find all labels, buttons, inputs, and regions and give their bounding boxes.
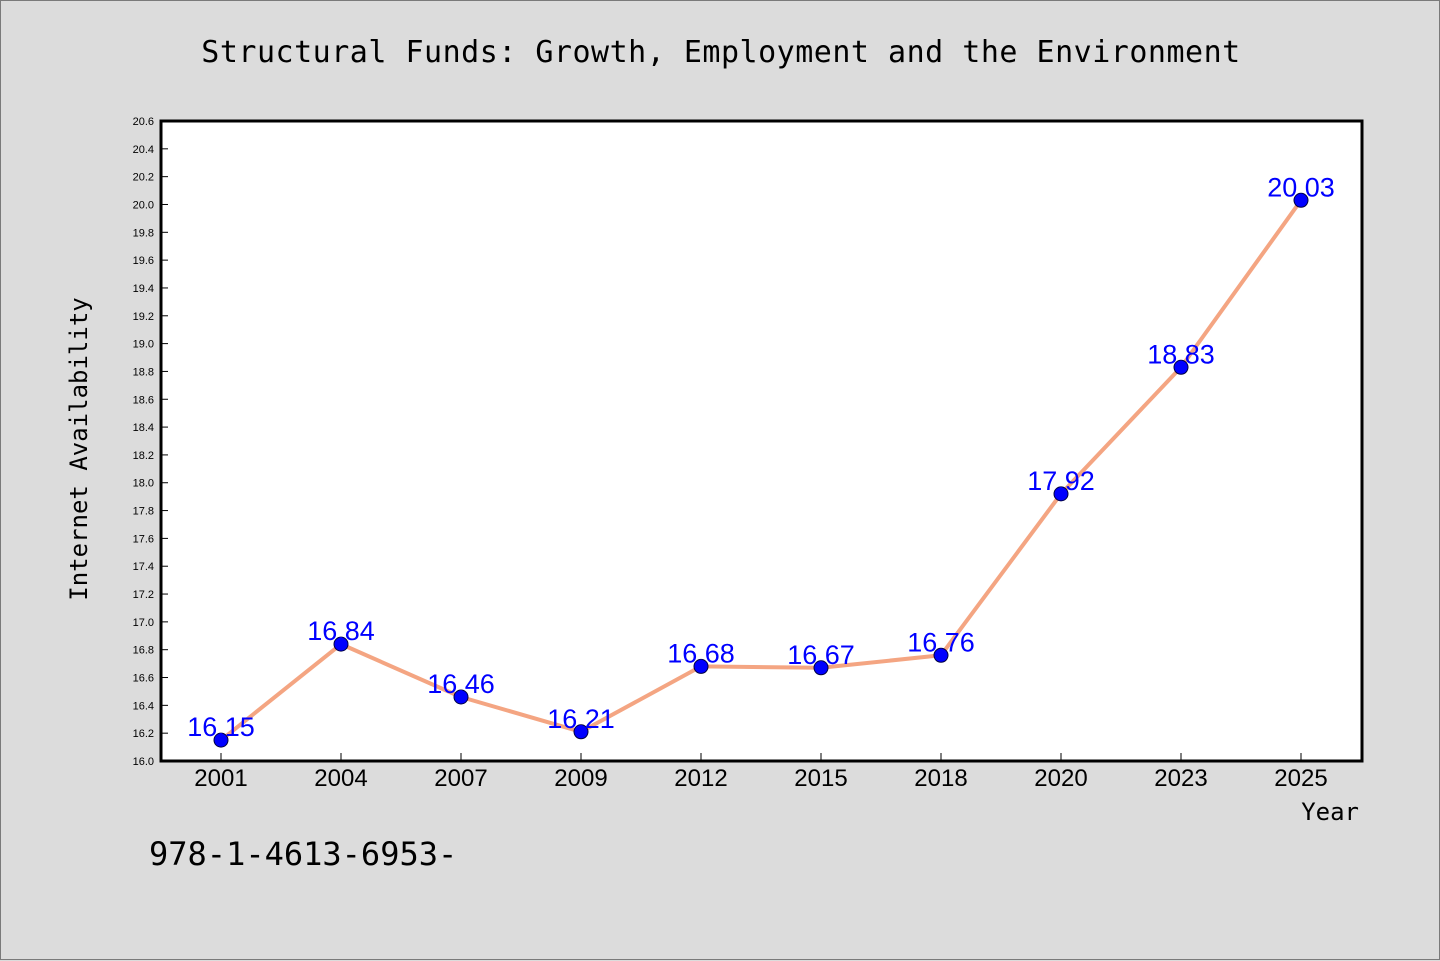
data-point (813, 660, 829, 676)
data-label: 16.46 (427, 669, 495, 699)
x-tick-label: 2009 (554, 765, 607, 792)
x-tick-label: 2004 (314, 765, 367, 792)
y-tick-label: 20.6 (133, 116, 154, 128)
y-tick-label: 16.2 (133, 728, 154, 740)
data-point (1293, 192, 1309, 208)
data-label: 16.21 (547, 704, 615, 734)
series-line (219, 199, 1303, 742)
data-point (333, 636, 349, 652)
data-label: 16.15 (187, 712, 255, 742)
y-tick-label: 18.2 (133, 450, 154, 462)
y-tick-label: 20.4 (133, 144, 154, 156)
x-tick-label: 2007 (434, 765, 487, 792)
data-point (1173, 359, 1189, 375)
y-tick-label: 16.0 (133, 756, 154, 768)
y-tick-label: 18.4 (133, 422, 154, 434)
data-label: 17.92 (1027, 466, 1095, 496)
y-tick-label: 17.0 (133, 617, 154, 629)
chart-title: Structural Funds: Growth, Employment and… (201, 35, 1241, 70)
x-axis-label: Year (1301, 798, 1359, 826)
y-tick-label: 18.6 (133, 394, 154, 406)
x-tick-label: 2025 (1274, 765, 1327, 792)
data-label: 16.84 (307, 616, 375, 646)
x-tick-label: 2023 (1154, 765, 1207, 792)
data-point (1053, 486, 1069, 502)
y-tick-label: 18.8 (133, 366, 154, 378)
y-tick-label: 17.2 (133, 589, 154, 601)
data-point (213, 732, 229, 748)
x-tick-label: 2012 (674, 765, 727, 792)
footnote-text: 978-1-4613-6953- (149, 835, 458, 873)
y-tick-label: 16.6 (133, 673, 154, 685)
y-tick-label: 16.4 (133, 700, 154, 712)
y-tick-label: 17.6 (133, 533, 154, 545)
y-tick-label: 19.6 (133, 255, 154, 267)
data-point (933, 647, 949, 663)
y-tick-label: 18.0 (133, 478, 154, 490)
y-tick-label: 17.4 (133, 561, 154, 573)
y-tick-label: 20.0 (133, 199, 154, 211)
data-label: 20.03 (1267, 172, 1335, 202)
data-point (693, 658, 709, 674)
plot-frame (159, 119, 1364, 763)
data-point (453, 689, 469, 705)
y-tick-label: 20.2 (133, 172, 154, 184)
y-tick-label: 17.8 (133, 506, 154, 518)
y-tick-label: 19.4 (133, 283, 154, 295)
data-label: 16.68 (667, 638, 735, 668)
y-tick-label: 19.2 (133, 311, 154, 323)
data-point (573, 724, 589, 740)
x-tick-label: 2015 (794, 765, 847, 792)
x-tick-label: 2020 (1034, 765, 1087, 792)
y-tick-label: 19.8 (133, 227, 154, 239)
x-tick-label: 2018 (914, 765, 967, 792)
x-tick-label: 2001 (194, 765, 247, 792)
data-label: 16.67 (787, 640, 855, 670)
data-label: 16.76 (907, 627, 975, 657)
data-label: 18.83 (1147, 339, 1215, 369)
y-tick-label: 19.0 (133, 339, 154, 351)
y-tick-label: 16.8 (133, 645, 154, 657)
